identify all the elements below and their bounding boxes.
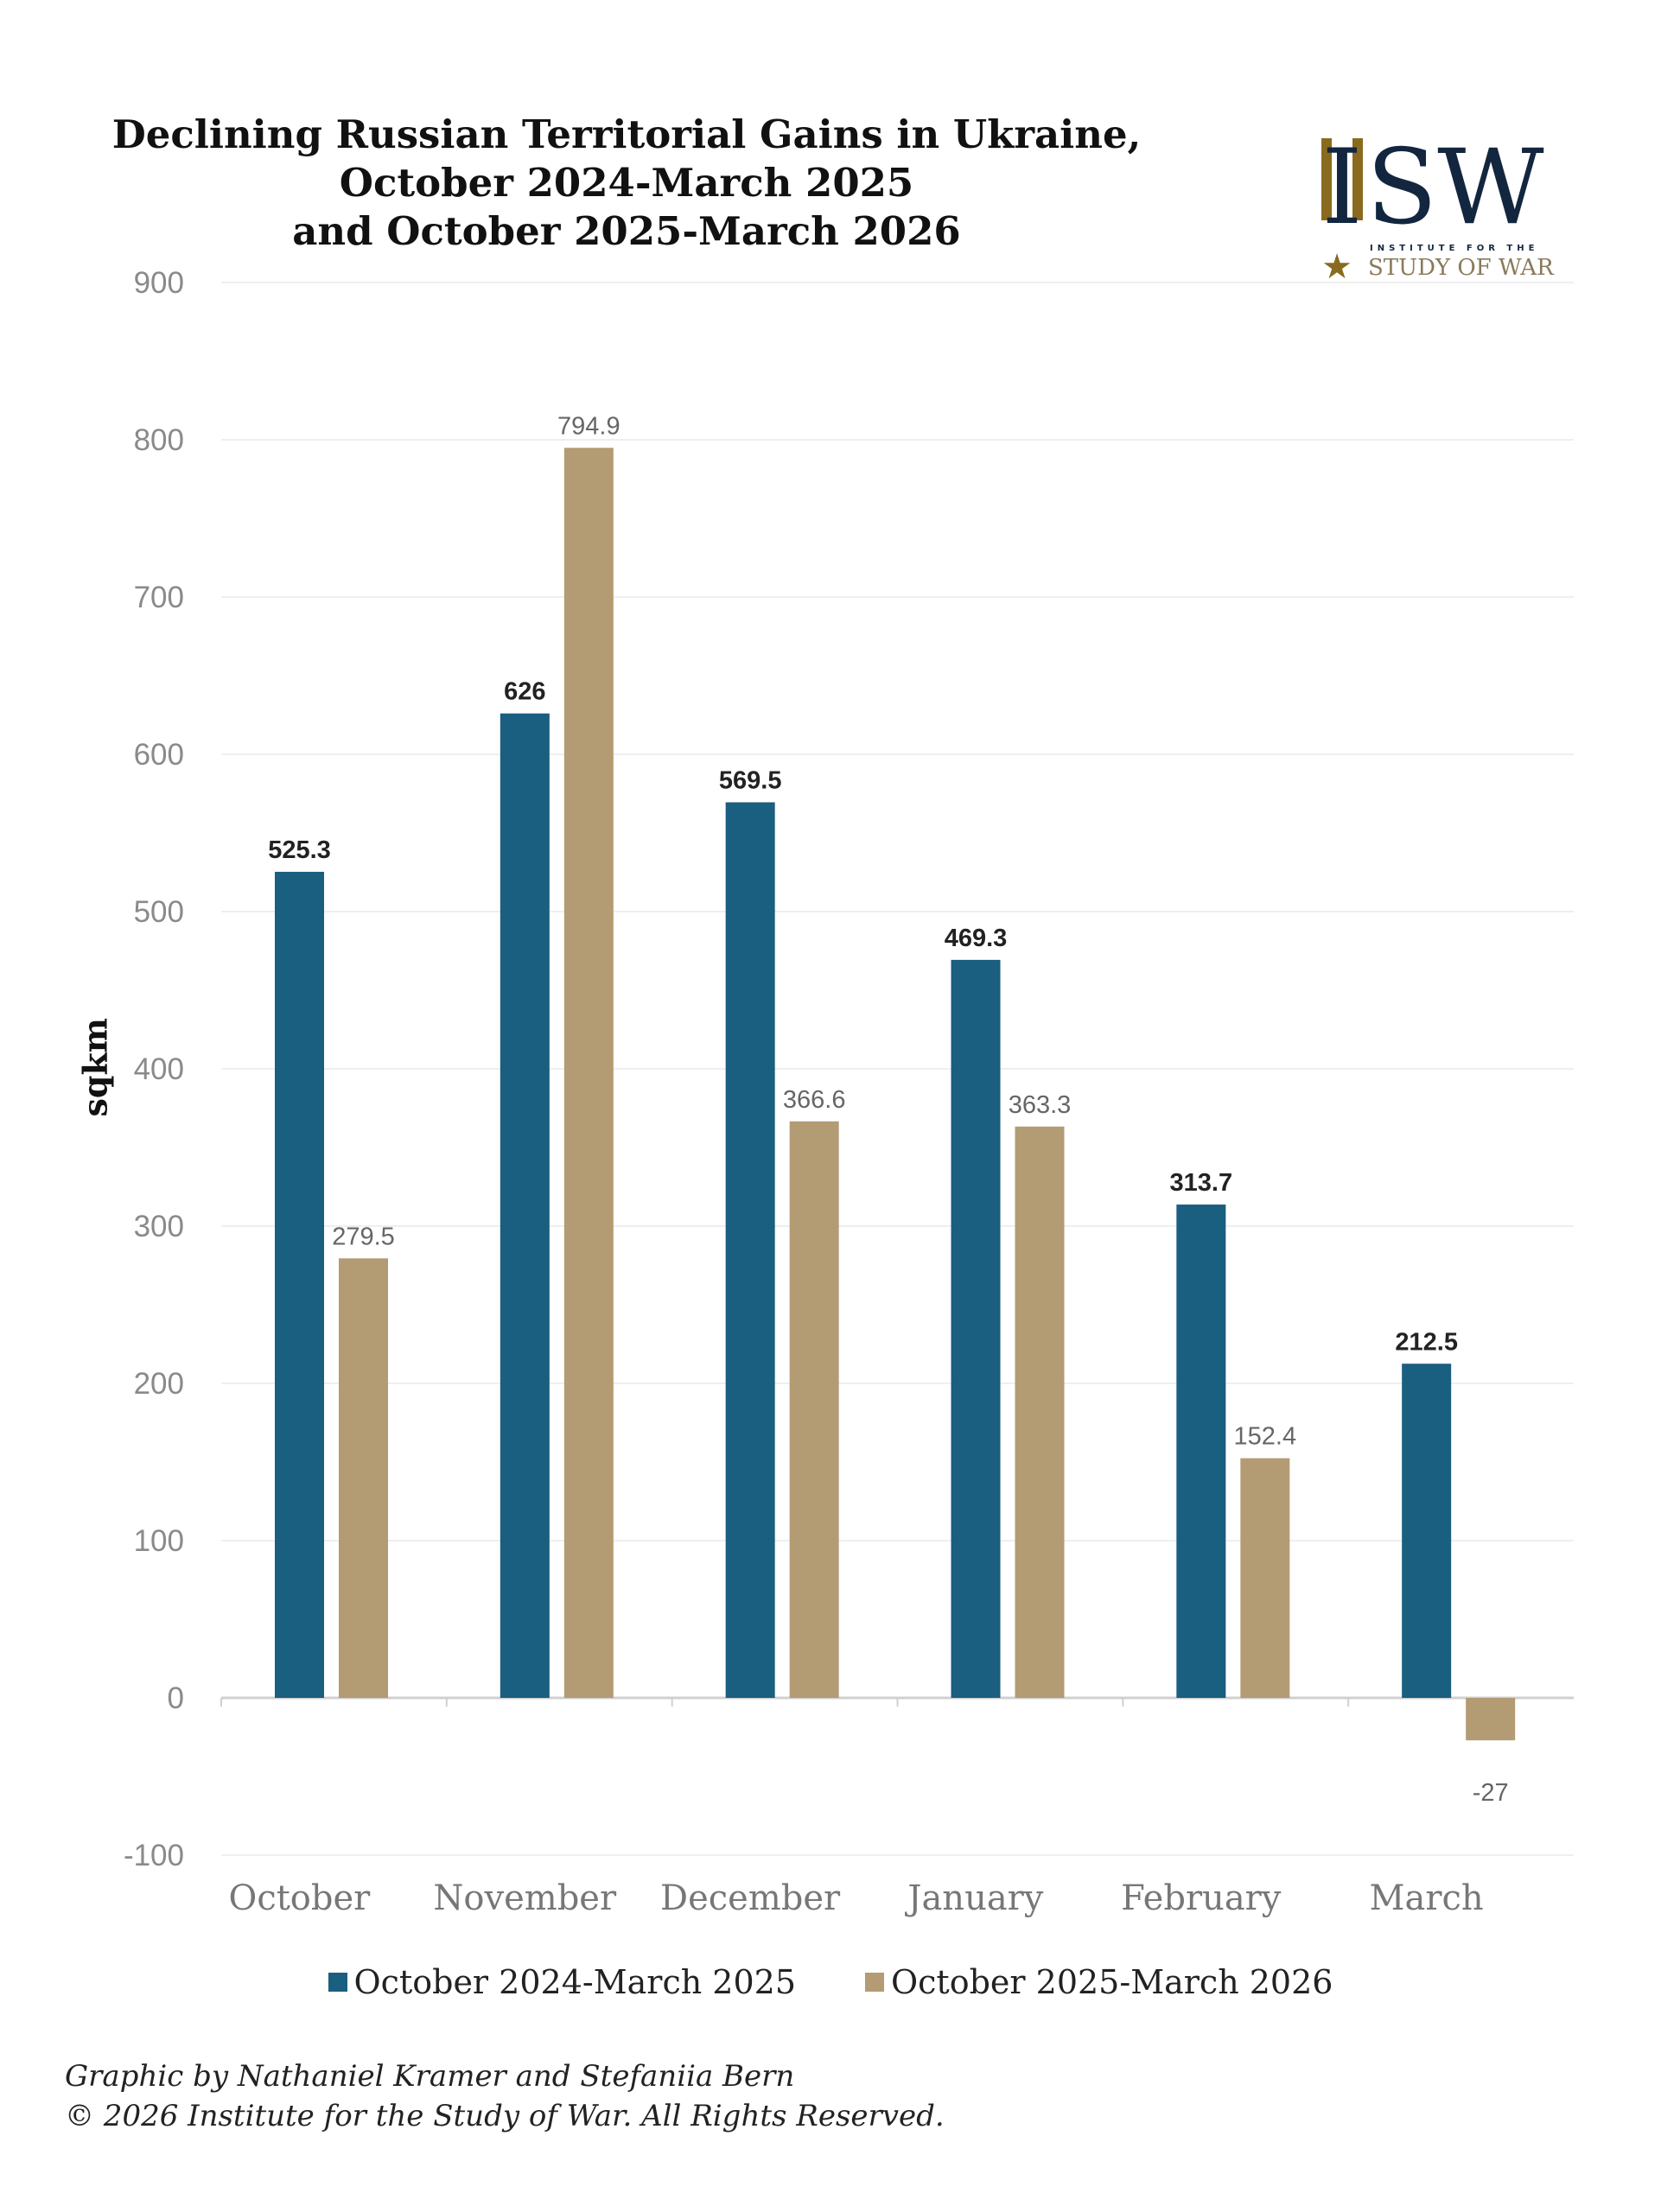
bar-series1: [951, 959, 1001, 1698]
data-label: 569.5: [719, 767, 782, 795]
data-label: 279.5: [332, 1223, 395, 1250]
legend-swatch-series2: [865, 1973, 884, 1992]
y-tick-label: 500: [134, 895, 184, 929]
bar-series1: [725, 802, 775, 1698]
chart-title: Declining Russian Territorial Gains in U…: [69, 111, 1184, 256]
y-tick-label: 300: [134, 1210, 184, 1243]
y-tick-label: 900: [134, 266, 184, 300]
x-tick-label: October: [229, 1878, 372, 1918]
data-label: 525.3: [268, 836, 331, 864]
svg-text:SW: SW: [1366, 130, 1544, 248]
y-tick-label: 200: [134, 1367, 184, 1401]
footer: Graphic by Nathaniel Kramer and Stefanii…: [65, 2056, 945, 2136]
title-line-3: and October 2025-March 2026: [292, 208, 961, 254]
data-label: 794.9: [557, 412, 620, 440]
y-tick-label: -100: [124, 1839, 184, 1872]
bar-series1: [1176, 1205, 1226, 1698]
x-tick-label: March: [1370, 1878, 1484, 1918]
bar-series2: [1240, 1458, 1290, 1698]
logo-sub2: STUDY OF WAR: [1368, 255, 1555, 281]
data-label: 363.3: [1009, 1091, 1072, 1119]
legend-item-series1: October 2024-March 2025: [328, 1963, 796, 2001]
bar-series1: [275, 871, 324, 1698]
y-tick-label: 0: [168, 1681, 184, 1715]
bar-series2: [1015, 1126, 1065, 1698]
svg-text:I: I: [1321, 130, 1362, 248]
title-line-1: Declining Russian Territorial Gains in U…: [111, 111, 1142, 157]
isw-logo: I SW ★ INSTITUTE FOR THE STUDY OF WAR: [1321, 130, 1555, 285]
bar-series1: [500, 713, 550, 1699]
y-tick-label: 100: [134, 1524, 184, 1558]
footer-credit: Graphic by Nathaniel Kramer and Stefanii…: [65, 2059, 795, 2094]
legend: October 2024-March 2025 October 2025-Mar…: [0, 1963, 1661, 2001]
data-label: 469.3: [945, 925, 1008, 952]
y-tick-label: 700: [134, 581, 184, 614]
y-tick-label: 600: [134, 738, 184, 772]
data-label: -27: [1473, 1779, 1509, 1807]
data-label: 626: [504, 678, 545, 706]
x-tick-label: January: [904, 1878, 1043, 1918]
bar-series2: [339, 1258, 388, 1698]
x-tick-label: November: [433, 1878, 617, 1918]
bar-series2: [563, 448, 614, 1698]
legend-swatch-series1: [328, 1973, 347, 1992]
svg-text:★: ★: [1321, 248, 1352, 285]
data-label: 152.4: [1234, 1423, 1297, 1451]
footer-copyright: © 2026 Institute for the Study of War. A…: [65, 2099, 945, 2133]
y-axis-label: sqkm: [75, 1017, 115, 1117]
x-tick-label: February: [1121, 1878, 1282, 1918]
bar-series2: [789, 1121, 839, 1698]
legend-item-series2: October 2025-March 2026: [865, 1963, 1333, 2001]
y-tick-label: 400: [134, 1052, 184, 1086]
x-tick-label: December: [660, 1878, 841, 1918]
bar-series2: [1466, 1698, 1516, 1741]
legend-label-series2: October 2025-March 2026: [891, 1963, 1333, 2001]
legend-label-series1: October 2024-March 2025: [353, 1963, 796, 2001]
data-label: 313.7: [1170, 1169, 1233, 1197]
data-label: 366.6: [783, 1086, 846, 1114]
bar-series1: [1402, 1363, 1452, 1698]
logo-sub1: INSTITUTE FOR THE: [1370, 244, 1538, 253]
y-tick-label: 800: [134, 423, 184, 457]
data-label: 212.5: [1395, 1328, 1458, 1356]
title-line-2: October 2024-March 2025: [339, 160, 914, 206]
